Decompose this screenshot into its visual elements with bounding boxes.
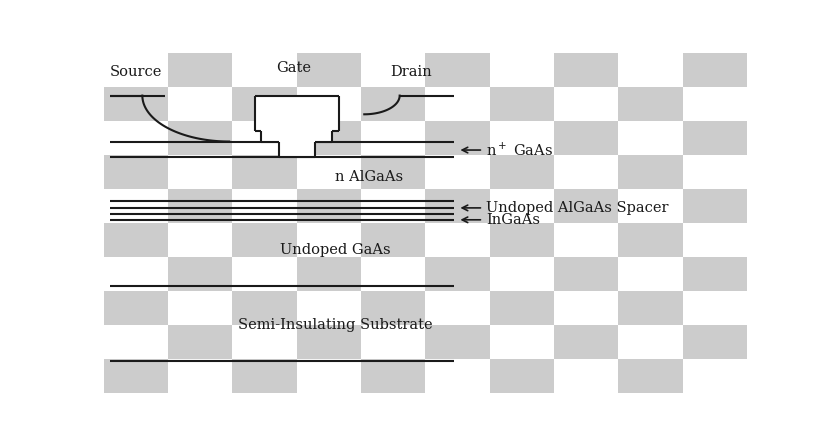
Bar: [747, 359, 812, 393]
Bar: [682, 189, 747, 223]
Bar: [297, 53, 361, 87]
Bar: [426, 325, 490, 359]
Bar: [297, 325, 361, 359]
Bar: [104, 223, 168, 257]
Bar: [490, 19, 554, 53]
Bar: [682, 53, 747, 87]
Bar: [426, 189, 490, 223]
Bar: [232, 291, 297, 325]
Bar: [361, 291, 426, 325]
Bar: [104, 87, 168, 121]
Text: Undoped AlGaAs Spacer: Undoped AlGaAs Spacer: [486, 201, 669, 215]
Bar: [232, 155, 297, 189]
Bar: [747, 223, 812, 257]
Text: Gate: Gate: [276, 61, 311, 75]
Bar: [747, 155, 812, 189]
Bar: [747, 291, 812, 325]
Bar: [554, 53, 618, 87]
Bar: [490, 155, 554, 189]
Bar: [104, 359, 168, 393]
Text: Source: Source: [110, 65, 163, 79]
Bar: [361, 223, 426, 257]
Bar: [747, 87, 812, 121]
Bar: [232, 359, 297, 393]
Bar: [168, 189, 232, 223]
Bar: [682, 121, 747, 155]
Bar: [232, 19, 297, 53]
Bar: [297, 257, 361, 291]
Bar: [168, 53, 232, 87]
Text: InGaAs: InGaAs: [486, 213, 540, 227]
Bar: [361, 87, 426, 121]
Bar: [232, 87, 297, 121]
Bar: [426, 257, 490, 291]
Bar: [426, 53, 490, 87]
Bar: [490, 291, 554, 325]
Bar: [168, 325, 232, 359]
Text: Drain: Drain: [390, 65, 432, 79]
Bar: [490, 359, 554, 393]
Bar: [104, 291, 168, 325]
Bar: [618, 291, 683, 325]
Bar: [104, 155, 168, 189]
Bar: [554, 325, 618, 359]
Bar: [104, 19, 168, 53]
Bar: [279, 141, 315, 157]
Bar: [554, 121, 618, 155]
Bar: [297, 189, 361, 223]
Bar: [747, 19, 812, 53]
Bar: [682, 325, 747, 359]
Bar: [426, 121, 490, 155]
Bar: [618, 223, 683, 257]
Bar: [297, 121, 361, 155]
Bar: [232, 223, 297, 257]
Polygon shape: [255, 95, 339, 157]
Bar: [490, 223, 554, 257]
Bar: [618, 155, 683, 189]
Bar: [554, 189, 618, 223]
Bar: [618, 359, 683, 393]
Bar: [361, 19, 426, 53]
Bar: [618, 87, 683, 121]
Bar: [490, 87, 554, 121]
Text: Undoped GaAs: Undoped GaAs: [280, 244, 391, 257]
Bar: [168, 257, 232, 291]
Text: n AlGaAs: n AlGaAs: [335, 170, 403, 184]
Bar: [361, 155, 426, 189]
Bar: [618, 19, 683, 53]
Text: Semi-Insulating Substrate: Semi-Insulating Substrate: [238, 318, 432, 332]
Bar: [554, 257, 618, 291]
Text: n$^+$ GaAs: n$^+$ GaAs: [486, 141, 554, 159]
Bar: [361, 359, 426, 393]
Bar: [682, 257, 747, 291]
Bar: [168, 121, 232, 155]
